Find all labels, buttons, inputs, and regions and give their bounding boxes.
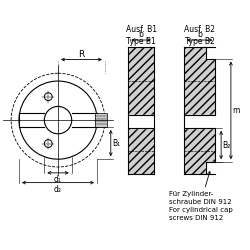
Text: R: R: [78, 50, 84, 58]
Bar: [95, 113, 107, 127]
Text: b: b: [197, 30, 202, 39]
Polygon shape: [184, 47, 215, 115]
Text: B₁: B₁: [113, 138, 121, 147]
Text: d₁: d₁: [54, 175, 62, 184]
Text: d₂: d₂: [54, 184, 62, 194]
Text: m: m: [232, 106, 239, 115]
Text: Für Zylinder-
schraube DIN 912: Für Zylinder- schraube DIN 912: [169, 192, 232, 205]
Bar: [128, 47, 154, 115]
Bar: [128, 128, 154, 174]
Text: Ausf. B2
Type B2: Ausf. B2 Type B2: [184, 26, 215, 46]
Text: Ausf. B1
Type B1: Ausf. B1 Type B1: [126, 26, 156, 46]
Text: b: b: [138, 30, 143, 39]
Text: B₂: B₂: [222, 140, 230, 149]
Text: For cylindrical cap
screws DIN 912: For cylindrical cap screws DIN 912: [169, 207, 233, 220]
Polygon shape: [184, 128, 215, 174]
